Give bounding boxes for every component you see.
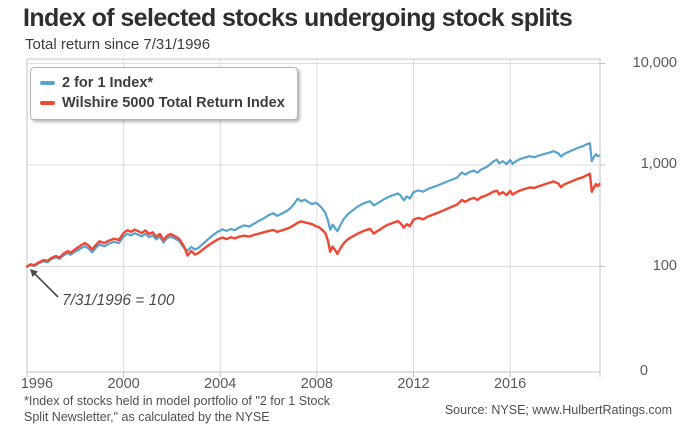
series-line-wilshire bbox=[25, 172, 601, 268]
y-tick-label: 10,000 bbox=[632, 54, 677, 71]
legend-item: 2 for 1 Index* bbox=[40, 73, 285, 93]
x-tick-label: 1996 bbox=[20, 376, 54, 392]
footnote-line-2: Split Newsletter," as calculated by the … bbox=[24, 409, 270, 424]
legend-label: 2 for 1 Index* bbox=[62, 75, 154, 91]
gridlines bbox=[26, 58, 605, 377]
annotation-arrow bbox=[30, 269, 59, 298]
x-axis-labels: 1996 2000 2004 2008 2012 2016 bbox=[0, 376, 685, 396]
x-tick-label: 2000 bbox=[107, 376, 140, 392]
legend-swatch-icon bbox=[40, 81, 55, 85]
y-axis-labels: 10,000 1,000 100 0 bbox=[610, 0, 681, 439]
x-tick-label: 2008 bbox=[300, 376, 334, 392]
page-title: Index of selected stocks undergoing stoc… bbox=[23, 4, 573, 32]
legend: 2 for 1 Index* Wilshire 5000 Total Return… bbox=[30, 67, 298, 120]
x-tick-label: 2012 bbox=[397, 376, 430, 392]
legend-swatch-icon bbox=[40, 101, 55, 105]
x-tick-label: 2004 bbox=[204, 376, 237, 392]
y-tick-label: 1,000 bbox=[640, 156, 677, 172]
source-label: Source: NYSE; www.HulbertRatings.com bbox=[444, 403, 672, 417]
annotation-label: 7/31/1996 = 100 bbox=[62, 292, 175, 309]
footnote-line-1: *Index of stocks held in model portfolio… bbox=[24, 394, 330, 408]
y-tick-label: 0 bbox=[639, 363, 648, 379]
footnote: *Index of stocks held in model portfolio… bbox=[24, 394, 330, 425]
legend-item: Wilshire 5000 Total Return Index bbox=[40, 93, 285, 113]
x-tick-label: 2016 bbox=[493, 376, 527, 392]
page-subtitle: Total return since 7/31/1996 bbox=[25, 36, 211, 53]
legend-label: Wilshire 5000 Total Return Index bbox=[62, 95, 285, 111]
series-line-2for1 bbox=[25, 142, 601, 268]
y-tick-label: 100 bbox=[652, 257, 677, 274]
